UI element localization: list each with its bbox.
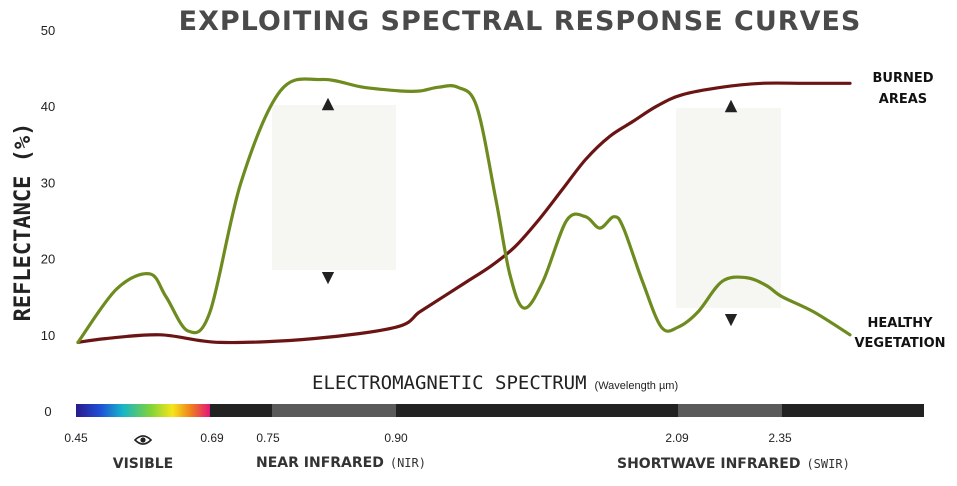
wl-tick-1: 0.69	[200, 431, 224, 445]
burned-label-line2: AREAS	[879, 92, 927, 107]
gap-segment-1	[210, 404, 272, 417]
eye-icon	[133, 435, 153, 445]
gap-segment-3	[782, 404, 924, 417]
y-tick-label-30: 30	[41, 175, 55, 190]
band-swir-abbr: (SWIR)	[806, 457, 849, 471]
band-label-nir: NEAR INFRARED (NIR)	[256, 454, 426, 471]
burned-label-line1: BURNED	[872, 71, 933, 86]
y-tick-label-20: 20	[41, 252, 55, 267]
spectrum-bar	[76, 404, 924, 417]
band-label-swir: SHORTWAVE INFRARED (SWIR)	[617, 455, 850, 472]
spectrum-unit: (Wavelength µm)	[595, 380, 679, 392]
spectrum-label: ELECTROMAGNETIC SPECTRUM	[312, 372, 587, 394]
healthy-label-line2: VEGETATION	[854, 336, 945, 351]
wl-tick-5: 2.35	[768, 431, 792, 445]
y-axis-title: REFLECTANCE (%)	[11, 123, 36, 322]
y-tick-labels: 50 40 30 20 10 0	[41, 23, 55, 419]
nir-band-segment	[272, 404, 396, 417]
spectrum-title: ELECTROMAGNETIC SPECTRUM (Wavelength µm)	[312, 372, 678, 394]
gap-segment-2	[396, 404, 678, 417]
wl-tick-4: 2.09	[665, 431, 689, 445]
series-line-healthy-vegetation	[76, 77, 852, 344]
y-tick-label-10: 10	[41, 328, 55, 343]
series-line-burned-areas	[76, 81, 852, 345]
chart-title: EXPLOITING SPECTRAL RESPONSE CURVES	[179, 6, 862, 37]
y-tick-label-0: 0	[44, 404, 51, 419]
swir-band-segment	[678, 404, 782, 417]
band-swir-name: SHORTWAVE INFRARED	[617, 456, 800, 472]
series-layer	[76, 77, 852, 345]
band-nir-abbr: (NIR)	[390, 456, 426, 470]
wl-tick-3: 0.90	[384, 431, 408, 445]
band-label-visible: VISIBLE	[113, 456, 174, 472]
y-tick-label-50: 50	[41, 23, 55, 38]
healthy-label-line1: HEALTHY	[867, 316, 933, 331]
y-tick-label-40: 40	[41, 99, 55, 114]
wl-tick-0: 0.45	[64, 431, 88, 445]
band-nir-name: NEAR INFRARED	[256, 455, 384, 471]
wl-tick-2: 0.75	[256, 431, 280, 445]
nir-highlight-box	[272, 105, 396, 270]
visible-band-segment	[76, 404, 210, 417]
